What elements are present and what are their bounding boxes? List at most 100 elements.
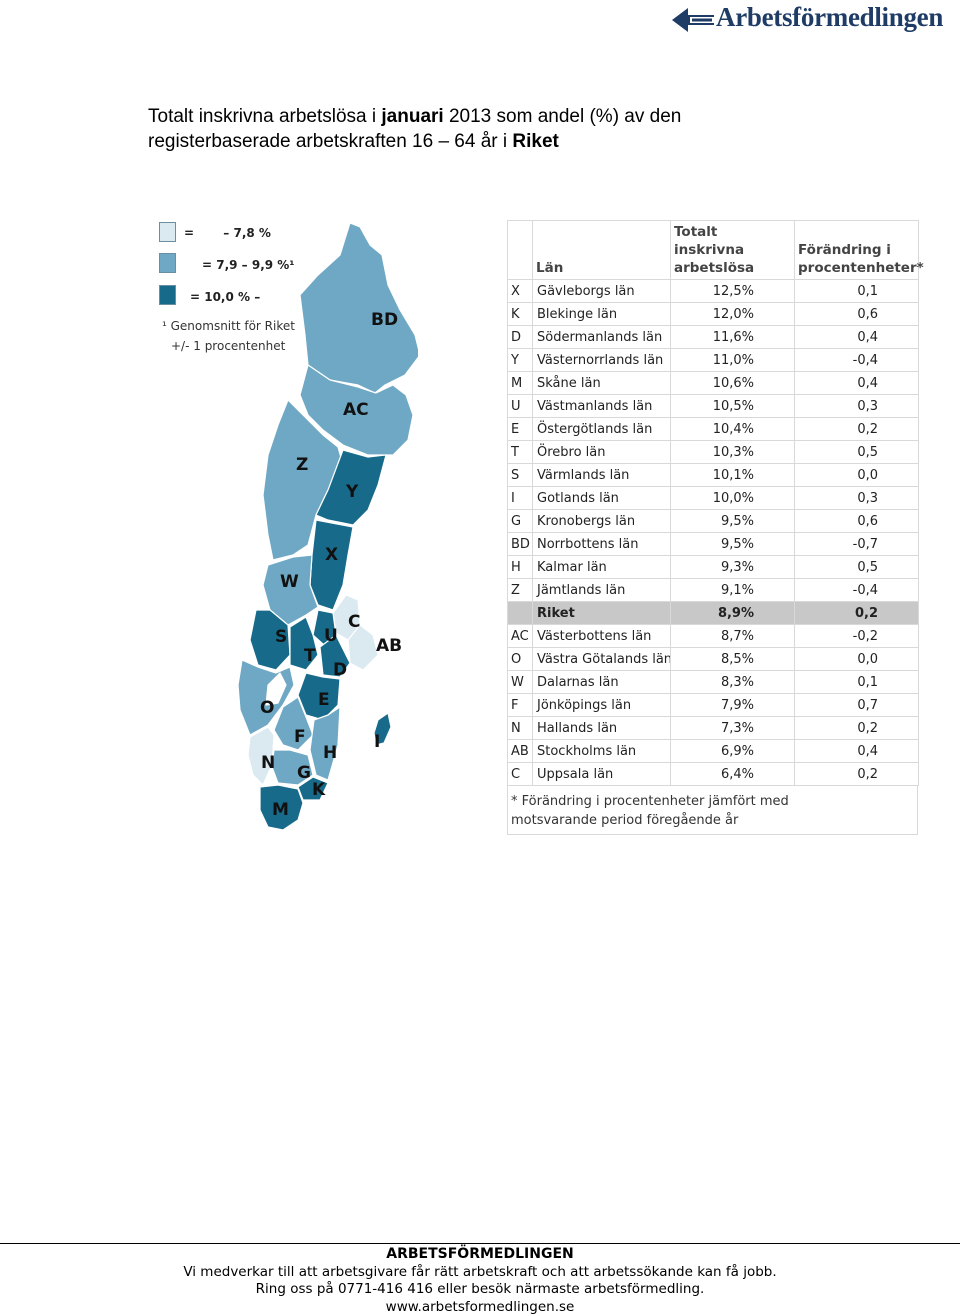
row-total: 8,3% <box>671 671 795 694</box>
table-header-row: Län Totalt inskrivna arbetslösa Förändri… <box>508 221 919 280</box>
row-change: -0,7 <box>795 533 919 556</box>
footer-line-2: Ring oss på 0771-416 416 eller besök när… <box>0 1281 960 1299</box>
row-total: 12,5% <box>671 280 795 303</box>
legend-swatch-low <box>159 222 176 242</box>
row-change: 0,1 <box>795 671 919 694</box>
map-label-e: E <box>318 690 330 710</box>
row-name: Västra Götalands län <box>533 648 671 671</box>
map-label-g: G <box>297 763 311 783</box>
row-code: Y <box>508 349 533 372</box>
row-change: 0,3 <box>795 487 919 510</box>
row-name: Örebro län <box>533 441 671 464</box>
row-code <box>508 602 533 625</box>
row-change: 0,6 <box>795 303 919 326</box>
row-code: Z <box>508 579 533 602</box>
row-name: Östergötlands län <box>533 418 671 441</box>
row-total: 10,0% <box>671 487 795 510</box>
row-change: -0,2 <box>795 625 919 648</box>
row-change: -0,4 <box>795 579 919 602</box>
map-label-ac: AC <box>343 400 369 420</box>
row-code: AB <box>508 740 533 763</box>
sweden-map-svg: BD AC Z Y X W C U AB S T D O E I F H N G… <box>228 215 418 835</box>
row-change: 0,4 <box>795 326 919 349</box>
row-code: W <box>508 671 533 694</box>
row-code: M <box>508 372 533 395</box>
map-label-d: D <box>333 660 347 680</box>
header-code <box>508 221 533 280</box>
unemployment-table: Län Totalt inskrivna arbetslösa Förändri… <box>507 220 918 835</box>
row-name: Dalarnas län <box>533 671 671 694</box>
map-label-f: F <box>294 727 306 747</box>
row-name: Värmlands län <box>533 464 671 487</box>
row-change: 0,2 <box>795 763 919 786</box>
row-name: Riket <box>533 602 671 625</box>
region-bd <box>300 223 418 393</box>
row-name: Kronobergs län <box>533 510 671 533</box>
row-total: 9,5% <box>671 510 795 533</box>
map-label-w: W <box>280 572 299 592</box>
row-total: 11,6% <box>671 326 795 349</box>
logo-arrow-icon <box>670 6 716 34</box>
map-label-ab: AB <box>376 636 402 656</box>
row-change: 0,2 <box>795 602 919 625</box>
row-code: D <box>508 326 533 349</box>
header-change: Förändring i procentenheter* <box>795 221 919 280</box>
row-total: 12,0% <box>671 303 795 326</box>
row-change: 0,2 <box>795 418 919 441</box>
row-code: C <box>508 763 533 786</box>
title-line-2: registerbaserade arbetskraften 16 – 64 å… <box>148 129 868 154</box>
map-label-y: Y <box>345 482 359 502</box>
row-name: Jämtlands län <box>533 579 671 602</box>
unemployment-table-grid: Län Totalt inskrivna arbetslösa Förändri… <box>507 220 919 786</box>
row-total: 7,9% <box>671 694 795 717</box>
arbetsformedlingen-logo: Arbetsförmedlingen <box>670 2 950 42</box>
legend-swatch-high <box>159 285 176 305</box>
row-code: BD <box>508 533 533 556</box>
row-total: 6,9% <box>671 740 795 763</box>
header-total: Totalt inskrivna arbetslösa <box>671 221 795 280</box>
row-code: T <box>508 441 533 464</box>
row-code: S <box>508 464 533 487</box>
row-name: Västerbottens län <box>533 625 671 648</box>
row-name: Gävleborgs län <box>533 280 671 303</box>
row-name: Hallands län <box>533 717 671 740</box>
header-lan: Län <box>533 221 671 280</box>
footer-url[interactable]: www.arbetsformedlingen.se <box>0 1299 960 1316</box>
row-change: 0,0 <box>795 464 919 487</box>
row-code: E <box>508 418 533 441</box>
row-change: 0,1 <box>795 280 919 303</box>
row-name: Västmanlands län <box>533 395 671 418</box>
map-label-z: Z <box>296 455 308 475</box>
row-code: AC <box>508 625 533 648</box>
table-footnote: * Förändring i procentenheter jämfört me… <box>507 786 918 835</box>
row-code: K <box>508 303 533 326</box>
page-title: Totalt inskrivna arbetslösa i januari 20… <box>148 104 868 154</box>
map-label-i: I <box>374 732 380 752</box>
row-change: 0,3 <box>795 395 919 418</box>
row-change: 0,2 <box>795 717 919 740</box>
row-code: F <box>508 694 533 717</box>
row-code: X <box>508 280 533 303</box>
row-code: N <box>508 717 533 740</box>
footer-divider <box>0 1243 960 1244</box>
row-total: 11,0% <box>671 349 795 372</box>
table-footnote-line-2: motsvarande period föregående år <box>511 811 914 830</box>
row-code: H <box>508 556 533 579</box>
map-label-u: U <box>324 626 338 646</box>
logo-wordmark: Arbetsförmedlingen <box>716 2 943 33</box>
row-total: 9,1% <box>671 579 795 602</box>
map-label-k: K <box>312 780 326 800</box>
